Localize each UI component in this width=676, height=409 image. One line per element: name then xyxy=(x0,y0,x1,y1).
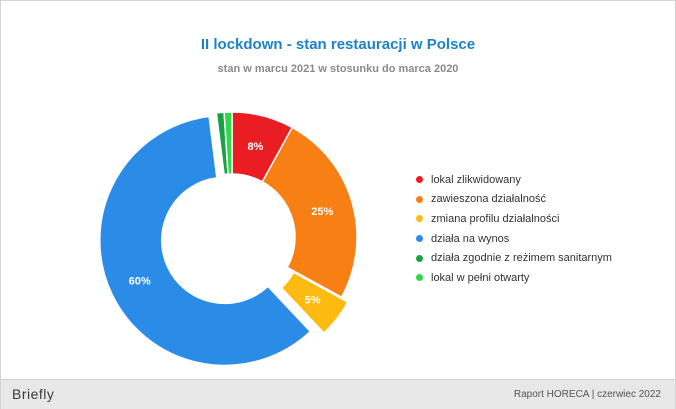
legend-swatch-icon xyxy=(416,195,423,203)
legend-item-zmiana-profilu-dzialalnosci: zmiana profilu działalności xyxy=(416,209,612,229)
legend-swatch-icon xyxy=(416,215,423,223)
legend-item-dziala-zgodnie-z-rezimem-sanitarnym: działa zgodnie z reżimem sanitarnym xyxy=(416,248,612,268)
legend-label: działa na wynos xyxy=(431,232,510,245)
chart-legend: lokal zlikwidowany zawieszona działalność… xyxy=(416,170,612,288)
legend-swatch-icon xyxy=(416,176,423,184)
legend-swatch-icon xyxy=(416,235,423,243)
report-caption: Raport HORECA | czerwiec 2022 xyxy=(513,389,661,400)
data-label-zawieszona-dzialalnosc: 25% xyxy=(311,206,333,218)
legend-swatch-icon xyxy=(416,274,423,282)
legend-label: działa zgodnie z reżimem sanitarnym xyxy=(431,252,612,265)
legend-swatch-icon xyxy=(416,254,423,262)
footer-bar: Briefly Raport HORECA | czerwiec 2022 xyxy=(1,379,675,409)
data-label-lokal-zlikwidowany: 8% xyxy=(247,141,263,153)
legend-item-lokal-w-pelni-otwarty: lokal w pełni otwarty xyxy=(416,268,612,288)
legend-item-zawieszona-dzialalnosc: zawieszona działalność xyxy=(416,190,612,210)
slice-zawieszona-dzialalnosc xyxy=(261,126,358,299)
brand-logo: Briefly xyxy=(12,386,55,402)
legend-item-dziala-na-wynos: działa na wynos xyxy=(416,229,612,249)
legend-item-lokal-zlikwidowany: lokal zlikwidowany xyxy=(416,170,612,190)
chart-subtitle: stan w marcu 2021 w stosunku do marca 20… xyxy=(217,63,459,75)
legend-label: zmiana profilu działalności xyxy=(431,212,560,225)
chart-title: II lockdown - stan restauracji w Polsce xyxy=(200,36,476,53)
donut-chart: 8% 25% 5% 60% xyxy=(99,111,358,367)
data-label-dziala-na-wynos: 60% xyxy=(129,275,151,287)
slice-zmiana-profilu-dzialalnosci xyxy=(280,271,349,335)
legend-label: lokal zlikwidowany xyxy=(431,173,521,186)
slice-lokal-w-pelni-otwarty xyxy=(223,111,233,175)
legend-label: lokal w pełni otwarty xyxy=(431,271,530,284)
legend-label: zawieszona działalność xyxy=(431,193,546,206)
data-label-zmiana-profilu-dzialalnosci: 5% xyxy=(305,295,321,307)
slice-dziala-na-wynos xyxy=(99,115,312,367)
